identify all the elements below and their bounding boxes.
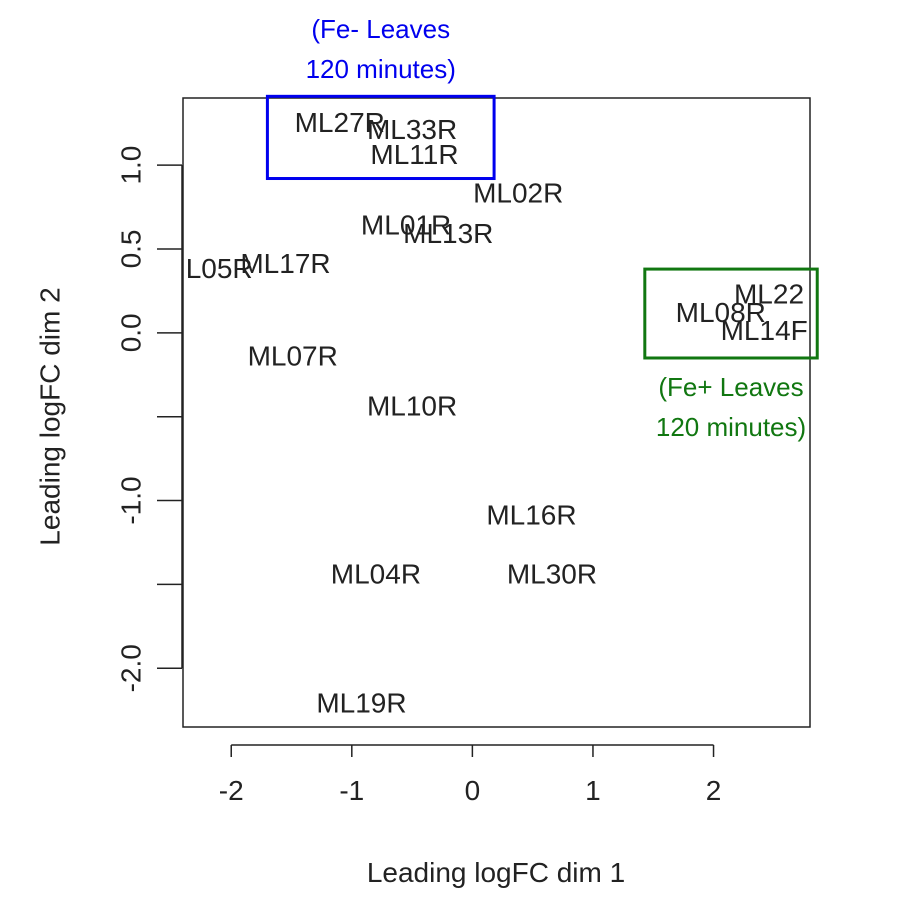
point-label: ML04R [331, 558, 421, 589]
annotation-caption: 120 minutes) [656, 412, 806, 442]
y-tick-label: 0.0 [115, 313, 146, 352]
point-label: ML22 [734, 278, 804, 309]
y-tick-label: 1.0 [115, 146, 146, 185]
annotation-box [265, 94, 496, 181]
plot-frame [182, 97, 811, 728]
x-tick-label: -1 [339, 775, 364, 806]
point-label: ML30R [507, 558, 597, 589]
point-label: L05R [186, 253, 253, 284]
point-label: ML14F [721, 315, 808, 346]
x-tick-label: 1 [585, 775, 601, 806]
x-tick-label: -2 [219, 775, 244, 806]
point-label: ML17R [240, 248, 330, 279]
y-tick-label: -2.0 [115, 644, 146, 692]
annotation-box [643, 267, 819, 360]
point-label: ML02R [473, 178, 563, 209]
annotation-caption: 120 minutes) [306, 54, 456, 84]
point-label: ML11R [370, 139, 458, 170]
y-axis-title: Leading logFC dim 2 [34, 287, 65, 545]
point-label: ML01R [361, 210, 451, 241]
point-label: ML08R [676, 297, 766, 328]
y-tick-label: 0.5 [115, 229, 146, 268]
point-label: ML07R [248, 340, 338, 371]
point-label: ML16R [486, 500, 576, 531]
x-tick-label: 2 [706, 775, 722, 806]
point-label: ML19R [316, 688, 406, 719]
annotation-caption: (Fe- Leaves [311, 14, 450, 44]
point-label: ML13R [403, 218, 493, 249]
annotation-caption: (Fe+ Leaves [658, 372, 803, 402]
point-label: ML10R [367, 391, 457, 422]
point-label: ML27R [295, 107, 385, 138]
y-tick-label: -1.0 [115, 476, 146, 524]
x-axis-title: Leading logFC dim 1 [367, 857, 625, 888]
point-label: ML33R [367, 114, 457, 145]
x-tick-label: 0 [465, 775, 481, 806]
